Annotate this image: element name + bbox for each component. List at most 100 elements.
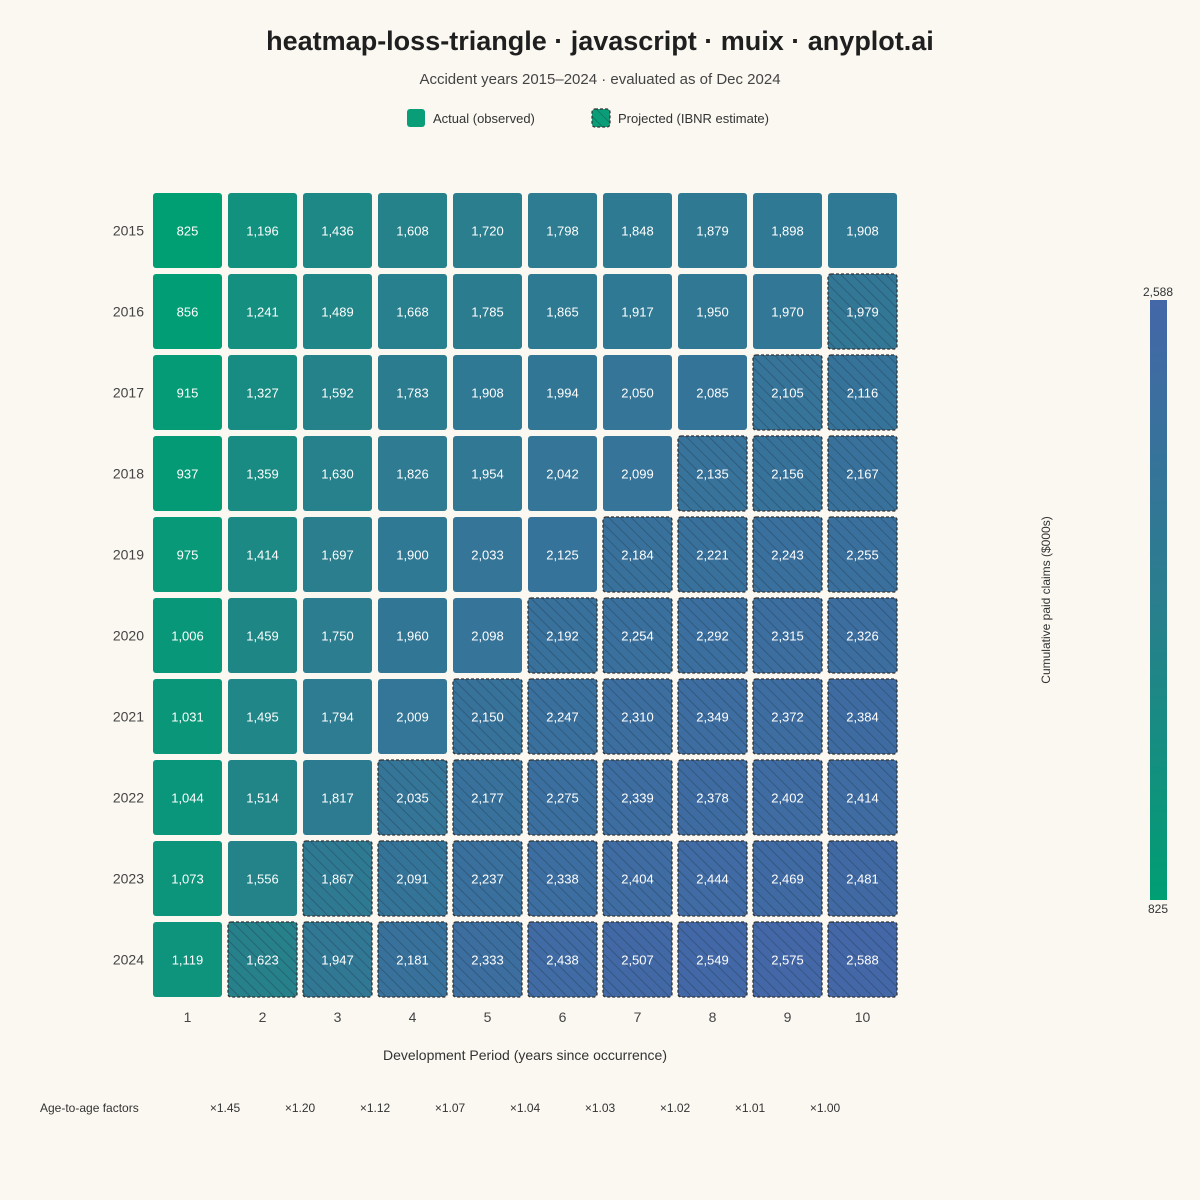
heatmap-cell-projected: 2,469	[752, 840, 823, 917]
cell-value-label: 1,668	[396, 305, 429, 320]
heatmap-cell-projected: 1,979	[827, 273, 898, 350]
y-tick-label: 2024	[113, 952, 144, 968]
cell-value-label: 2,315	[771, 629, 804, 644]
cell-value-label: 1,630	[321, 467, 354, 482]
heatmap-cell-actual: 1,917	[603, 274, 672, 349]
cell-hatch	[527, 678, 598, 755]
heatmap-cell-actual: 1,794	[303, 679, 372, 754]
cell-rect	[153, 922, 222, 997]
cell-value-label: 2,243	[771, 548, 804, 563]
cell-value-label: 1,031	[171, 710, 204, 725]
x-tick-label: 8	[709, 1009, 717, 1025]
cell-rect	[228, 274, 297, 349]
cell-rect	[153, 598, 222, 673]
y-axis-ticks: 2015 2016 2017 2018 2019 2020 2021 2022 2023 2024	[113, 223, 144, 968]
cell-value-label: 1,414	[246, 548, 279, 563]
cell-value-label: 2,507	[621, 953, 654, 968]
heatmap-cell-actual: 2,042	[528, 436, 597, 511]
cell-value-label: 1,908	[846, 224, 879, 239]
heatmap-cell-actual: 1,044	[153, 760, 222, 835]
cell-value-label: 1,947	[321, 953, 354, 968]
cell-rect	[528, 436, 597, 511]
cell-rect	[753, 274, 822, 349]
cell-hatch	[602, 921, 673, 998]
heatmap-cell-actual: 1,908	[453, 355, 522, 430]
cell-value-label: 2,339	[621, 791, 654, 806]
cell-value-label: 2,438	[546, 953, 579, 968]
cell-rect	[378, 598, 447, 673]
y-tick-label: 2023	[113, 871, 144, 887]
heatmap-cell-projected: 2,339	[602, 759, 673, 836]
heatmap-cell-actual: 1,697	[303, 517, 372, 592]
cell-value-label: 1,196	[246, 224, 279, 239]
cell-value-label: 2,009	[396, 710, 429, 725]
heatmap-cell-actual: 1,630	[303, 436, 372, 511]
heatmap-cell-actual: 1,898	[753, 193, 822, 268]
y-tick-label: 2017	[113, 385, 144, 401]
cell-hatch	[827, 435, 898, 512]
cell-value-label: 2,135	[696, 467, 729, 482]
heatmap-cell-projected: 2,349	[677, 678, 748, 755]
cell-rect	[153, 760, 222, 835]
y-tick-label: 2016	[113, 304, 144, 320]
heatmap-cell-projected: 2,575	[752, 921, 823, 998]
cell-value-label: 2,444	[696, 872, 729, 887]
cell-hatch	[527, 597, 598, 674]
cell-value-label: 1,783	[396, 386, 429, 401]
cell-value-label: 2,116	[847, 386, 879, 401]
x-tick-label: 10	[855, 1009, 871, 1025]
colorbar-title: Cumulative paid claims ($000s)	[1039, 516, 1053, 683]
cell-value-label: 1,879	[696, 224, 729, 239]
cell-hatch	[377, 840, 448, 917]
heatmap-cell-projected: 2,292	[677, 597, 748, 674]
cell-rect	[153, 679, 222, 754]
cell-value-label: 2,414	[846, 791, 879, 806]
cell-value-label: 2,098	[471, 629, 504, 644]
cell-hatch	[677, 435, 748, 512]
cell-rect	[153, 517, 222, 592]
heatmap-cell-projected: 2,181	[377, 921, 448, 998]
cell-value-label: 1,750	[321, 629, 354, 644]
cell-value-label: 2,105	[771, 386, 804, 401]
cell-value-label: 2,326	[846, 629, 879, 644]
cell-value-label: 2,221	[696, 548, 729, 563]
cell-value-label: 1,489	[321, 305, 354, 320]
heatmap-cell-projected: 2,444	[677, 840, 748, 917]
cell-value-label: 1,697	[321, 548, 354, 563]
cell-value-label: 1,979	[846, 305, 879, 320]
cell-rect	[378, 517, 447, 592]
cell-value-label: 2,177	[471, 791, 504, 806]
cell-value-label: 1,994	[546, 386, 579, 401]
cell-rect	[378, 355, 447, 430]
cell-value-label: 1,867	[321, 872, 354, 887]
x-tick-label: 2	[259, 1009, 267, 1025]
heatmap-cell-projected: 2,315	[752, 597, 823, 674]
cell-value-label: 1,623	[246, 953, 279, 968]
heatmap-cell-actual: 2,085	[678, 355, 747, 430]
cell-hatch	[752, 678, 823, 755]
heatmap-cell-actual: 1,514	[228, 760, 297, 835]
age-to-age-factors: ×1.45 ×1.20 ×1.12 ×1.07 ×1.04 ×1.03 ×1.02 ×1.01…	[210, 1101, 841, 1115]
cell-hatch	[527, 840, 598, 917]
cell-value-label: 2,167	[846, 467, 879, 482]
age-to-age-factor: ×1.04	[510, 1101, 541, 1115]
cell-hatch	[377, 759, 448, 836]
cell-rect	[153, 193, 222, 268]
y-tick-label: 2015	[113, 223, 144, 239]
cell-rect	[528, 193, 597, 268]
cell-value-label: 1,495	[246, 710, 279, 725]
cell-hatch	[452, 678, 523, 755]
cell-hatch	[752, 840, 823, 917]
x-tick-label: 5	[484, 1009, 492, 1025]
heatmap-cell-projected: 2,237	[452, 840, 523, 917]
heatmap-cell-actual: 2,099	[603, 436, 672, 511]
cell-rect	[453, 274, 522, 349]
heatmap-cell-actual: 1,954	[453, 436, 522, 511]
heatmap-cell-projected: 2,192	[527, 597, 598, 674]
cell-value-label: 1,119	[172, 953, 204, 968]
cell-rect	[303, 679, 372, 754]
cell-hatch	[452, 840, 523, 917]
cell-rect	[528, 517, 597, 592]
heatmap-cell-projected: 2,091	[377, 840, 448, 917]
cell-rect	[453, 436, 522, 511]
